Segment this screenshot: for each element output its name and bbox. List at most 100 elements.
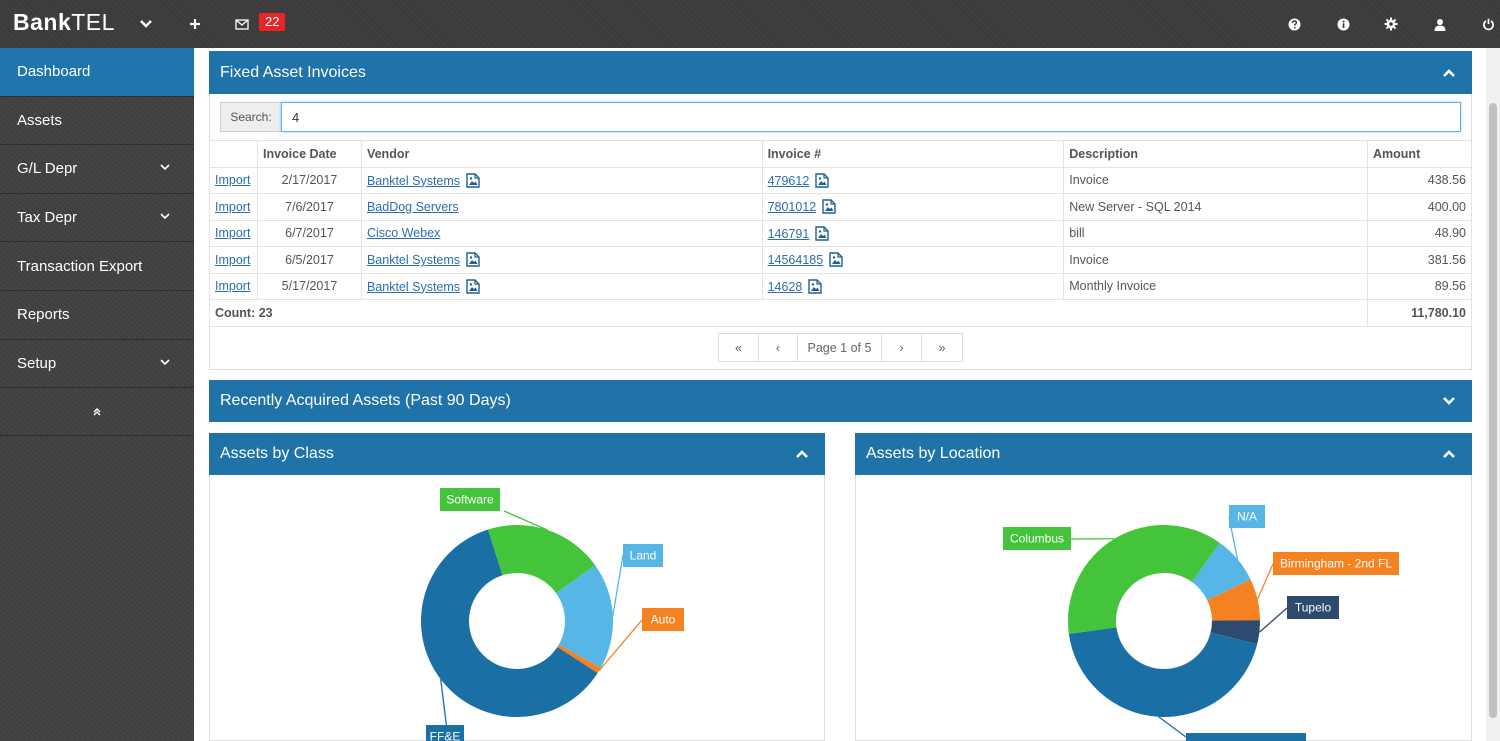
invoice-date-cell: 2/17/2017 (256, 166, 362, 194)
pie-label: FF&E (426, 725, 464, 741)
label-leader-line (1256, 563, 1274, 600)
pie-label-box (1287, 596, 1339, 619)
document-image-icon[interactable] (466, 252, 480, 267)
import-link[interactable]: Import (215, 226, 251, 241)
assets-by-location-panel-header: Assets by Location (855, 433, 1472, 475)
column-header-action (209, 140, 258, 168)
brand-logo[interactable]: BankTEL (13, 9, 115, 35)
recent-assets-panel-title: Recently Acquired Assets (Past 90 Days) (220, 392, 511, 409)
pie-label-text: Land (630, 549, 657, 563)
invoice-number-link[interactable]: 14628 (767, 279, 803, 294)
plus-icon[interactable] (185, 14, 205, 34)
pie-slice[interactable] (1210, 620, 1260, 645)
pie-slice[interactable] (488, 525, 596, 594)
chevron-up-icon[interactable] (1442, 449, 1456, 459)
pie-slice[interactable] (1191, 542, 1251, 601)
envelope-icon[interactable] (232, 14, 252, 34)
table-header-row: Invoice Date Vendor Invoice # Descriptio… (209, 140, 1472, 168)
page-scrollbar[interactable] (1486, 48, 1500, 741)
gear-icon[interactable] (1381, 14, 1401, 34)
amount-cell: 400.00 (1367, 193, 1472, 221)
sidebar-item-transaction-export[interactable]: Transaction Export (0, 242, 194, 291)
chevron-down-icon[interactable] (136, 14, 156, 34)
pie-slice[interactable] (557, 644, 601, 674)
vendor-link[interactable]: Banktel Systems (366, 173, 461, 188)
chevron-up-icon[interactable] (795, 449, 809, 459)
pie-label-box (642, 608, 684, 631)
search-input[interactable] (281, 102, 1461, 132)
amount-cell: 438.56 (1367, 166, 1472, 194)
scrollbar-thumb[interactable] (1489, 103, 1497, 718)
user-icon[interactable] (1430, 14, 1450, 34)
sidebar-item-dashboard[interactable]: Dashboard (0, 48, 194, 97)
question-circle-icon[interactable] (1284, 14, 1304, 34)
assets-by-location-title: Assets by Location (866, 445, 1001, 462)
document-image-icon[interactable] (466, 173, 480, 188)
column-header-invoice-date[interactable]: Invoice Date (256, 140, 362, 168)
double-chevron-up-icon (93, 407, 101, 416)
sidebar-item-setup[interactable]: Setup (0, 340, 194, 389)
pie-slice[interactable] (1207, 579, 1260, 621)
import-link[interactable]: Import (215, 173, 251, 188)
vendor-link[interactable]: BadDog Servers (366, 199, 459, 214)
sidebar-item-gl-depr[interactable]: G/L Depr (0, 145, 194, 194)
description-cell: Invoice (1063, 166, 1369, 194)
pie-label (1186, 733, 1306, 741)
chevron-up-icon[interactable] (1442, 68, 1456, 78)
vendor-link[interactable]: Cisco Webex (366, 226, 441, 241)
pie-label-text: Tupelo (1295, 601, 1332, 615)
info-circle-icon[interactable] (1333, 14, 1353, 34)
pie-slice[interactable] (421, 529, 598, 717)
column-header-invoice-number[interactable]: Invoice # (761, 140, 1065, 168)
pie-label-text: Birmingham - 2nd FL (1280, 557, 1392, 571)
label-leader-line (503, 510, 548, 531)
invoice-number-link[interactable]: 146791 (767, 226, 810, 241)
sidebar-collapse-button[interactable] (0, 388, 194, 437)
invoice-date-cell: 6/7/2017 (256, 219, 362, 247)
label-leader-line (598, 619, 643, 671)
invoice-date-cell: 6/5/2017 (256, 246, 362, 274)
import-link[interactable]: Import (215, 199, 251, 214)
sidebar-item-tax-depr[interactable]: Tax Depr (0, 194, 194, 243)
assets-by-class-chart: Land Auto FF&E Software (421, 488, 684, 741)
pager-first-button[interactable]: « (719, 334, 759, 361)
document-image-icon[interactable] (808, 279, 823, 294)
invoice-number-link[interactable]: 14564185 (767, 253, 824, 268)
document-image-icon[interactable] (829, 252, 843, 267)
pie-label-box (426, 725, 464, 741)
pager-next-button[interactable]: › (882, 334, 922, 361)
column-header-description[interactable]: Description (1063, 140, 1369, 168)
sidebar-item-assets[interactable]: Assets (0, 97, 194, 146)
power-icon[interactable] (1478, 14, 1498, 34)
description-cell: bill (1063, 219, 1369, 247)
column-header-vendor[interactable]: Vendor (360, 140, 763, 168)
sidebar-item-reports[interactable]: Reports (0, 291, 194, 340)
document-image-icon[interactable] (815, 226, 829, 241)
invoice-date-cell: 7/6/2017 (256, 193, 362, 221)
recent-assets-panel-header[interactable]: Recently Acquired Assets (Past 90 Days) (209, 380, 1472, 422)
pagination: « ‹ Page 1 of 5 › » (718, 333, 963, 362)
invoices-panel-title: Fixed Asset Invoices (220, 63, 366, 81)
import-link[interactable]: Import (215, 252, 251, 267)
invoice-number-link[interactable]: 479612 (767, 173, 810, 188)
column-header-amount[interactable]: Amount (1367, 140, 1472, 168)
vendor-link[interactable]: Banktel Systems (366, 279, 461, 294)
pie-label-text: Columbus (1010, 532, 1064, 546)
pager-last-button[interactable]: » (938, 340, 946, 355)
document-image-icon[interactable] (466, 279, 480, 294)
search-label: Search: (220, 102, 281, 132)
mail-count-badge[interactable]: 22 (259, 13, 286, 31)
pie-label-text: N/A (1237, 510, 1257, 524)
invoice-number-link[interactable]: 7801012 (767, 200, 817, 215)
vendor-link[interactable]: Banktel Systems (366, 253, 461, 268)
pie-slice[interactable] (556, 565, 613, 668)
pager-page-indicator: Page 1 of 5 (798, 334, 882, 361)
invoice-date-cell: 5/17/2017 (256, 272, 362, 300)
chevron-down-icon[interactable] (1442, 396, 1456, 406)
pie-slice[interactable] (1068, 627, 1258, 717)
import-link[interactable]: Import (215, 279, 251, 294)
pager-prev-button[interactable]: ‹ (759, 334, 798, 361)
document-image-icon[interactable] (822, 199, 836, 214)
document-image-icon[interactable] (815, 173, 829, 188)
pie-slice[interactable] (1068, 524, 1220, 634)
